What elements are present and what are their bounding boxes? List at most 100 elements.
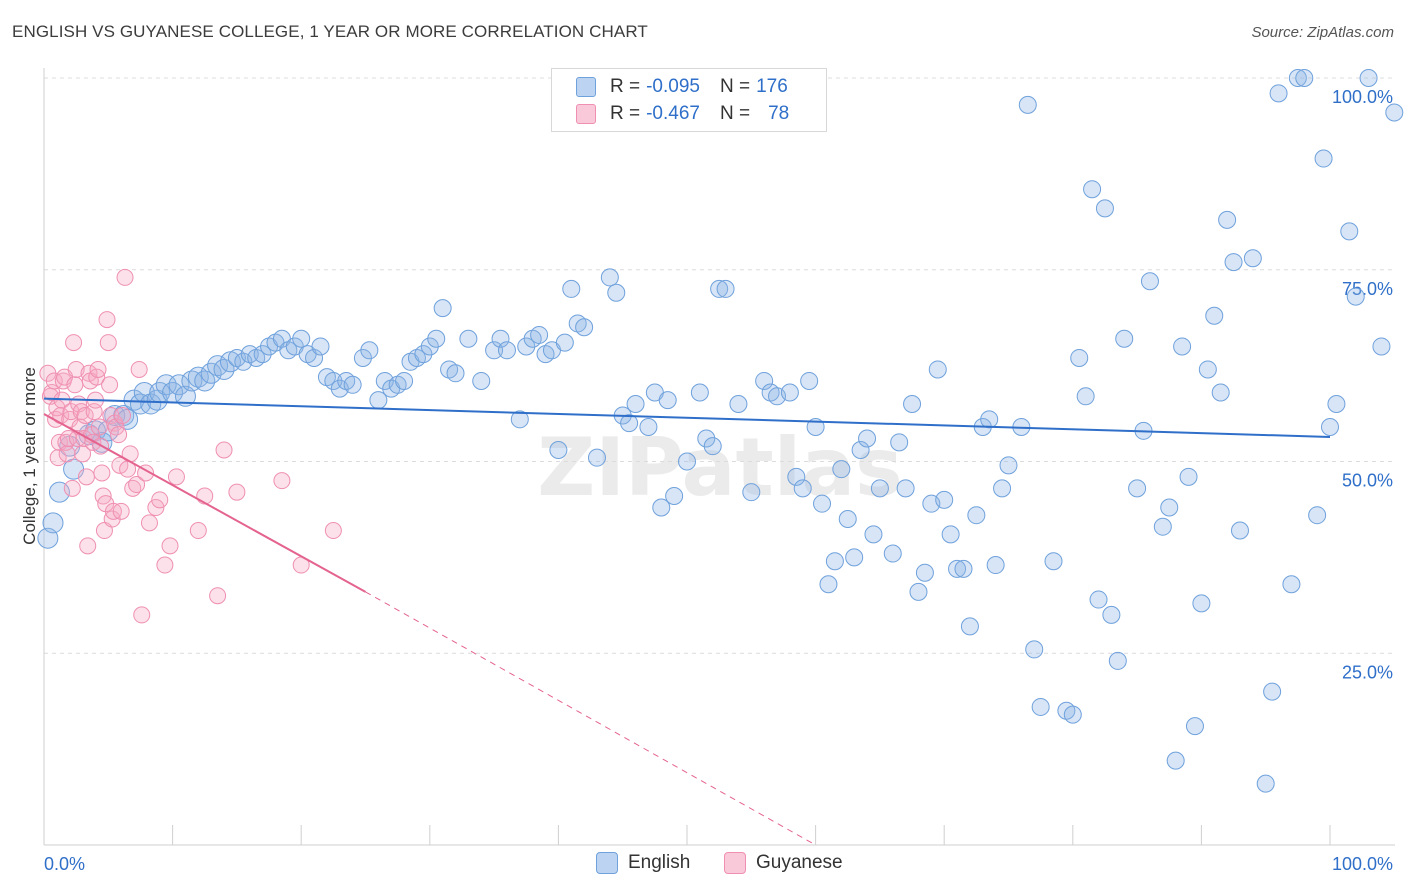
- guyanese-point: [77, 468, 95, 486]
- english-point: [678, 452, 696, 471]
- guyanese-point: [45, 372, 63, 390]
- english-point: [485, 341, 504, 360]
- guyanese-point: [74, 445, 92, 463]
- guyanese-point: [130, 360, 148, 378]
- guyanese-point: [273, 472, 291, 490]
- english-point: [446, 364, 465, 383]
- guyanese-point: [196, 487, 214, 505]
- english-point: [549, 440, 568, 459]
- english-point: [838, 510, 857, 529]
- english-point: [427, 329, 446, 348]
- chart-title: ENGLISH VS GUYANESE COLLEGE, 1 YEAR OR M…: [12, 22, 648, 41]
- guyanese-point: [66, 376, 84, 394]
- guyanese-point: [63, 479, 81, 497]
- stats-legend: R = -0.095 N = 176 R = -0.467 N = 78: [551, 68, 827, 132]
- guyanese-point: [167, 468, 185, 486]
- x-tick-label: 0.0%: [44, 854, 85, 874]
- english-point: [710, 279, 729, 298]
- english-point: [896, 479, 915, 498]
- english-point: [1327, 394, 1346, 413]
- english-point: [890, 433, 909, 452]
- english-point: [1372, 337, 1391, 356]
- guyanese-legend-swatch: [724, 852, 746, 874]
- english-point: [845, 548, 864, 567]
- english-point: [755, 371, 774, 390]
- english-point: [311, 337, 330, 356]
- guyanese-point: [58, 445, 76, 463]
- guyanese-n-value: 78: [768, 103, 790, 124]
- guyanese-point: [324, 522, 342, 540]
- english-point: [825, 552, 844, 571]
- english-point: [1224, 253, 1243, 272]
- english-point: [864, 525, 883, 544]
- english-point: [851, 440, 870, 459]
- english-point: [1083, 180, 1102, 199]
- english-point: [658, 391, 677, 410]
- english-point: [168, 374, 190, 396]
- english-point: [1102, 605, 1121, 624]
- english-point: [1063, 705, 1082, 724]
- english-point: [187, 366, 209, 388]
- english-point: [690, 383, 709, 402]
- english-point: [832, 460, 851, 479]
- guyanese-point: [133, 606, 151, 624]
- guyanese-point: [209, 587, 227, 605]
- english-point: [1018, 95, 1037, 114]
- guyanese-trend-line: [43, 413, 366, 593]
- english-point: [1308, 506, 1327, 525]
- english-point: [729, 394, 748, 413]
- guyanese-r-label: R =: [610, 103, 641, 124]
- english-point: [780, 383, 799, 402]
- english-point: [517, 337, 536, 356]
- english-point: [1153, 517, 1172, 536]
- english-point: [948, 559, 967, 578]
- guyanese-point: [89, 360, 107, 378]
- english-point: [600, 268, 619, 287]
- english-point: [1321, 417, 1339, 436]
- english-point: [587, 448, 606, 467]
- guyanese-point: [116, 268, 134, 286]
- english-point: [1269, 84, 1288, 103]
- english-point: [1115, 329, 1134, 348]
- english-point: [1140, 272, 1159, 291]
- english-point: [1243, 249, 1262, 268]
- english-point: [1076, 387, 1095, 406]
- english-point: [639, 417, 658, 436]
- english-point: [1160, 498, 1179, 517]
- guyanese-point: [156, 556, 174, 574]
- english-point: [1089, 590, 1108, 609]
- guyanese-point: [49, 449, 67, 467]
- english-point: [343, 375, 362, 394]
- english-point: [967, 506, 986, 525]
- english-point: [1346, 287, 1365, 306]
- english-point: [819, 575, 838, 594]
- english-point: [1385, 103, 1404, 122]
- y-tick-label: 25.0%: [1342, 662, 1393, 682]
- bottom-legend-guyanese[interactable]: Guyanese: [724, 852, 843, 874]
- guyanese-point: [65, 334, 83, 352]
- english-point: [181, 370, 203, 392]
- english-point: [353, 348, 372, 367]
- english-point: [42, 512, 64, 534]
- english-point: [1295, 69, 1314, 87]
- english-point: [1185, 717, 1204, 736]
- english-point: [1025, 640, 1044, 659]
- english-point: [787, 467, 806, 486]
- english-point: [575, 318, 594, 337]
- english-point: [986, 556, 1005, 575]
- bottom-legend-english[interactable]: English: [596, 852, 690, 874]
- english-point: [253, 345, 272, 364]
- guyanese-point: [98, 311, 116, 329]
- english-point: [915, 563, 934, 582]
- english-point: [1095, 199, 1114, 218]
- english-point: [935, 490, 954, 509]
- guyanese-trend-extension: [365, 591, 816, 846]
- english-point: [555, 333, 574, 352]
- english-point: [909, 582, 928, 601]
- english-n-value: 176: [756, 76, 788, 97]
- english-point: [414, 345, 433, 364]
- guyanese-swatch: [576, 104, 596, 124]
- guyanese-point: [112, 502, 130, 520]
- english-point: [562, 279, 581, 298]
